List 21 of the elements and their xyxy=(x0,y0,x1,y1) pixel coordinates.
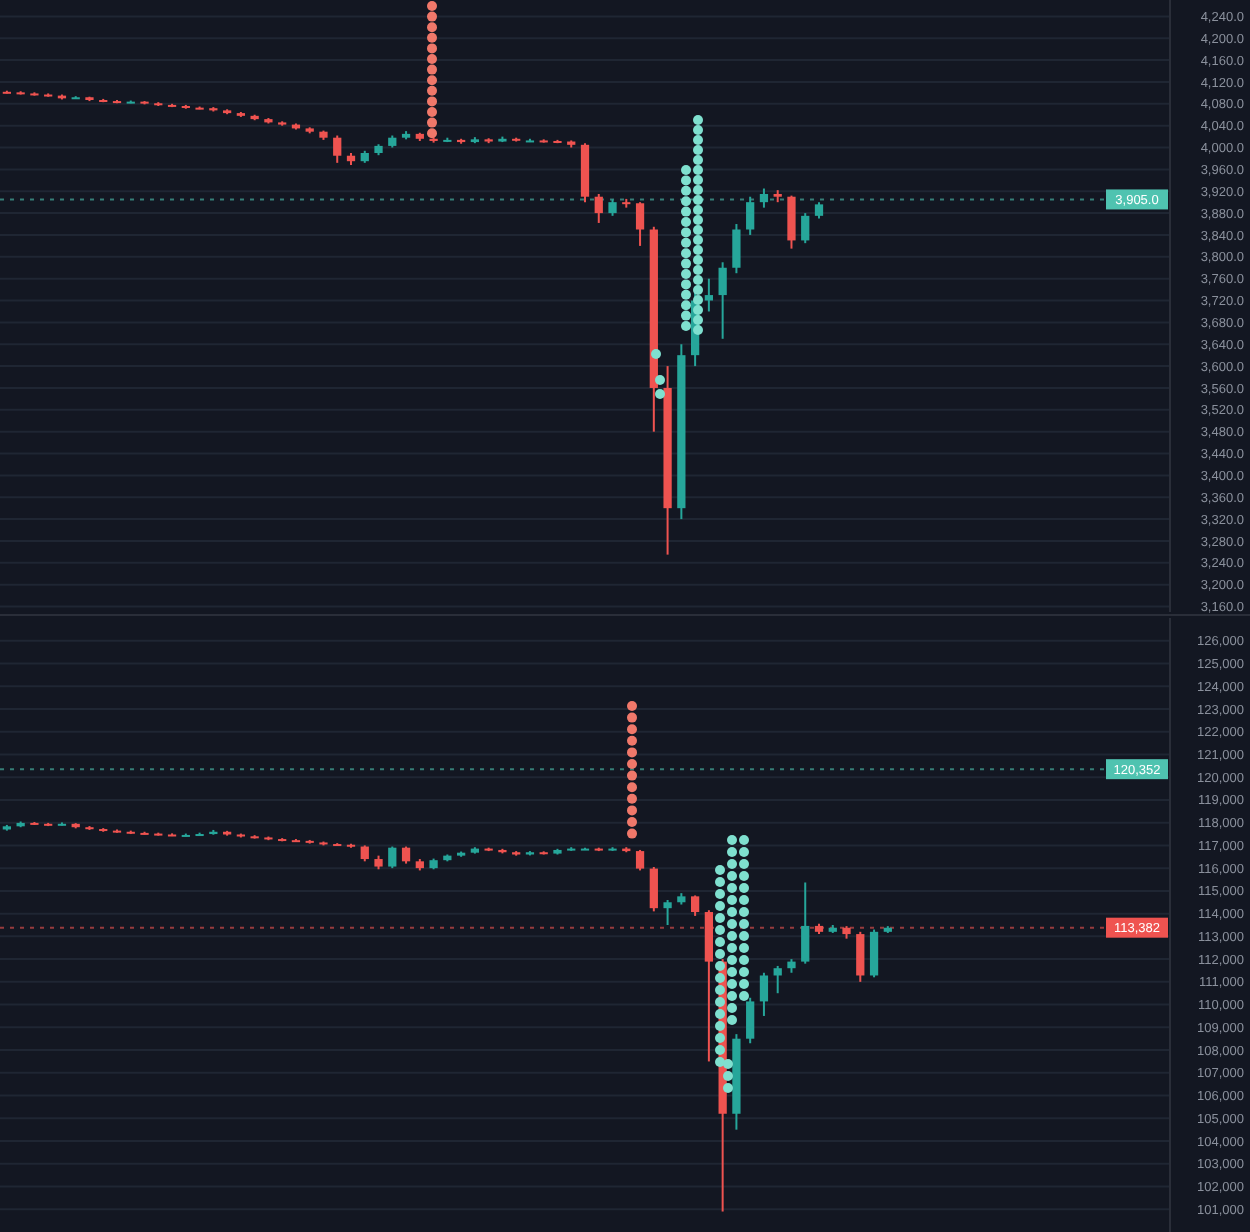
candlestick xyxy=(635,201,645,247)
candlestick xyxy=(690,894,700,917)
candlestick xyxy=(635,848,645,872)
candlestick xyxy=(759,187,769,209)
candlestick xyxy=(746,195,755,236)
candlestick xyxy=(333,134,342,164)
candlestick xyxy=(773,964,782,995)
candlestick xyxy=(732,223,741,275)
candlestick xyxy=(663,898,672,926)
candlestick xyxy=(388,845,397,870)
candlestick xyxy=(746,996,755,1045)
candlestick xyxy=(718,261,727,340)
candlestick xyxy=(649,866,658,913)
candlestick xyxy=(759,971,769,1017)
candlestick xyxy=(869,928,879,979)
candlestick xyxy=(787,194,796,250)
candlestick xyxy=(801,212,810,245)
candlestick xyxy=(704,277,714,313)
candlestick xyxy=(856,930,865,983)
candlestick xyxy=(594,192,603,224)
candlestick xyxy=(801,881,810,965)
